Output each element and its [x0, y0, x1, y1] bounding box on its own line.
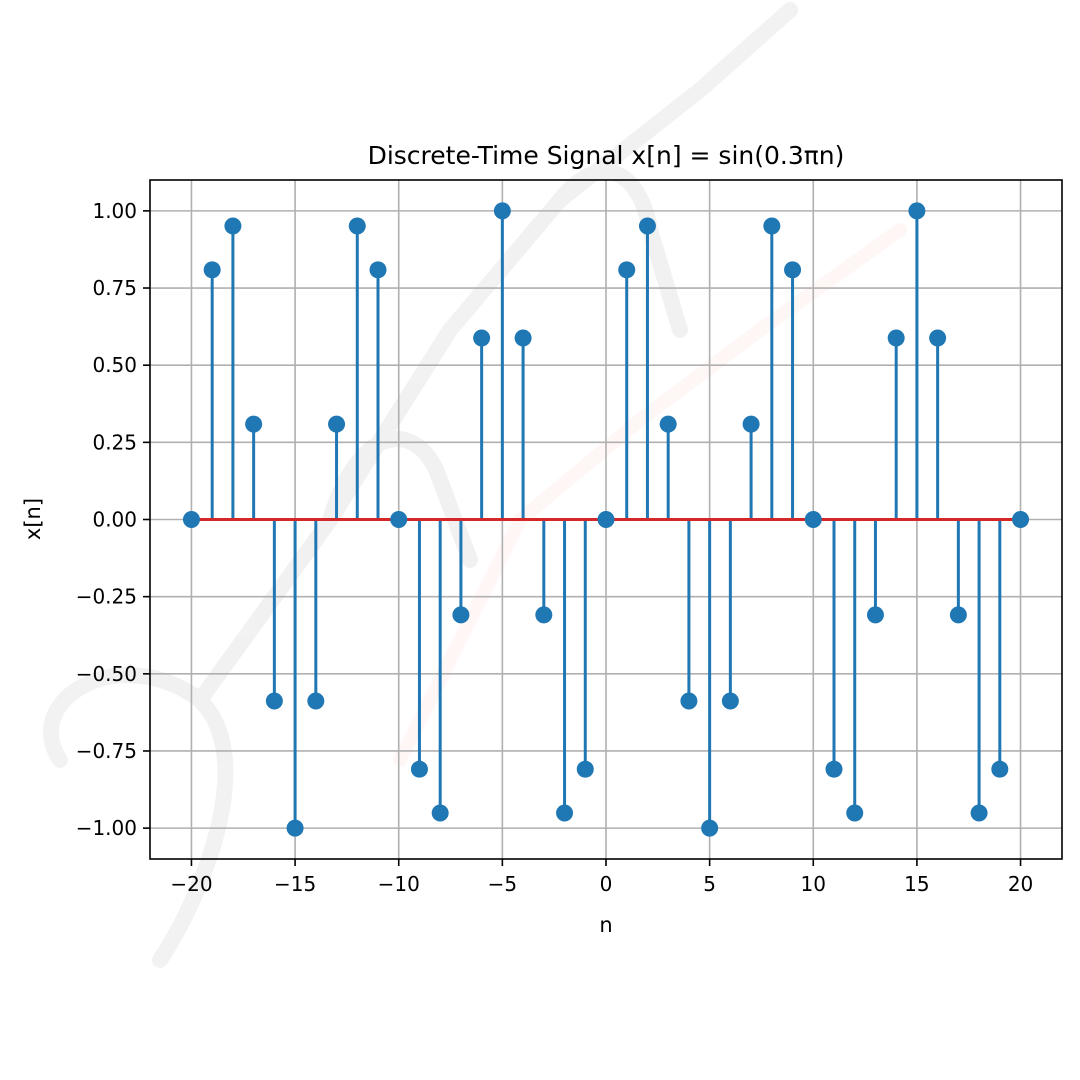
y-axis-ticks: 1.00 0.75 0.50 0.25 0.00 −0.25 −0.50 −0.75 −1.00 [76, 199, 150, 840]
data-point-marker [224, 217, 242, 235]
data-point-marker [410, 760, 428, 778]
data-point-marker [1012, 511, 1030, 528]
data-point-marker [286, 819, 304, 837]
data-point-marker [970, 804, 988, 822]
y-tick-label: −0.50 [76, 662, 137, 686]
data-point-marker [182, 511, 200, 528]
y-tick-label: −0.25 [76, 585, 137, 609]
data-point-marker [328, 415, 346, 433]
data-point-marker [348, 217, 366, 235]
data-point-marker [929, 329, 947, 347]
y-tick-label: 0.75 [92, 276, 137, 300]
x-axis-label: n [599, 913, 612, 937]
data-point-marker [659, 415, 677, 433]
data-point-marker [887, 329, 905, 347]
data-point-marker [866, 606, 884, 624]
data-point-marker [203, 261, 221, 279]
data-point-marker [535, 606, 553, 624]
x-tick-label: −15 [274, 872, 316, 896]
y-tick-label: −1.00 [76, 816, 137, 840]
stem-lines [210, 210, 1002, 829]
chart-title: Discrete-Time Signal x[n] = sin(0.3πn) [368, 141, 845, 170]
data-point-marker [390, 511, 408, 528]
data-point-marker [784, 261, 802, 279]
x-tick-label: 0 [600, 872, 613, 896]
data-markers [182, 202, 1030, 837]
data-point-marker [493, 202, 511, 220]
data-point-marker [742, 415, 760, 433]
data-point-marker [908, 202, 926, 220]
data-point-marker [991, 760, 1009, 778]
x-tick-label: 5 [703, 872, 716, 896]
x-axis-ticks: −20 −15 −10 −5 0 5 10 15 20 [170, 859, 1033, 896]
data-point-marker [431, 804, 449, 822]
x-tick-label: −20 [170, 872, 212, 896]
y-axis-label: x[n] [21, 498, 45, 540]
data-point-marker [265, 692, 283, 710]
x-tick-label: 20 [1008, 872, 1033, 896]
x-tick-label: −10 [378, 872, 420, 896]
x-tick-label: 10 [801, 872, 826, 896]
data-point-marker [597, 511, 615, 528]
data-point-marker [701, 819, 719, 837]
data-point-marker [721, 692, 739, 710]
data-point-marker [825, 760, 843, 778]
data-point-marker [846, 804, 864, 822]
y-tick-label: 0.00 [92, 508, 137, 532]
data-point-marker [680, 692, 698, 710]
data-point-marker [245, 415, 263, 433]
data-point-marker [307, 692, 325, 710]
data-point-marker [556, 804, 574, 822]
data-point-marker [804, 511, 822, 528]
y-tick-label: 0.50 [92, 353, 137, 377]
watermark-red [393, 223, 907, 767]
y-tick-label: 0.25 [92, 430, 137, 454]
data-point-marker [514, 329, 532, 347]
data-point-marker [452, 606, 470, 624]
data-point-marker [369, 261, 387, 279]
data-point-marker [949, 606, 967, 624]
data-point-marker [576, 760, 594, 778]
x-tick-label: 15 [904, 872, 929, 896]
data-point-marker [638, 217, 656, 235]
data-point-marker [763, 217, 781, 235]
y-tick-label: 1.00 [92, 199, 137, 223]
data-point-marker [618, 261, 636, 279]
y-tick-label: −0.75 [76, 739, 137, 763]
data-point-marker [473, 329, 491, 347]
x-tick-label: −5 [488, 872, 517, 896]
